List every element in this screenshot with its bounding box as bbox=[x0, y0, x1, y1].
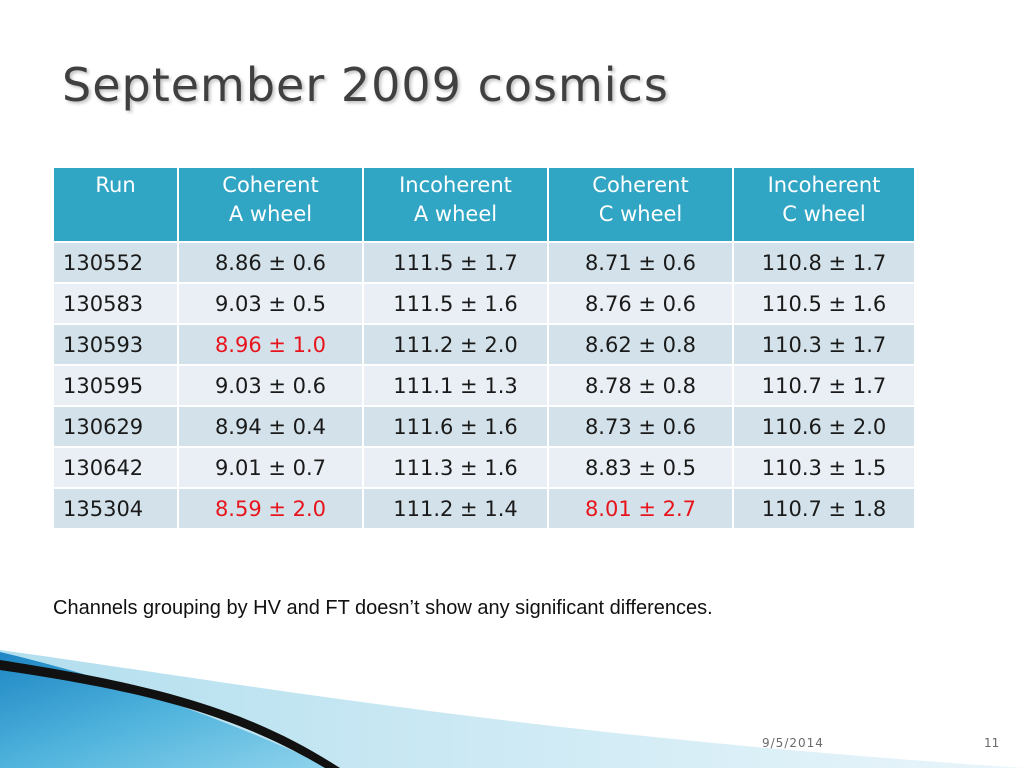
results-table: Run Coherent A wheel Incoherent A wheel … bbox=[52, 166, 916, 530]
header-line: Incoherent bbox=[767, 173, 881, 197]
header-line: Incoherent bbox=[399, 173, 512, 197]
incoherent-c-cell: 110.8 ± 1.7 bbox=[732, 241, 916, 284]
incoherent-c-cell: 110.6 ± 2.0 bbox=[732, 405, 916, 448]
coherent-a-cell-highlighted: 8.96 ± 1.0 bbox=[177, 323, 364, 366]
footer-date: 9/5/2014 bbox=[762, 736, 824, 750]
header-line: C wheel bbox=[782, 202, 866, 226]
coherent-a-cell: 9.03 ± 0.6 bbox=[177, 364, 364, 407]
header-line: A wheel bbox=[228, 202, 313, 226]
table-row: 130595 9.03 ± 0.6 111.1 ± 1.3 8.78 ± 0.8… bbox=[52, 364, 916, 407]
incoherent-c-cell: 110.3 ± 1.5 bbox=[732, 446, 916, 489]
table-row: 130552 8.86 ± 0.6 111.5 ± 1.7 8.71 ± 0.6… bbox=[52, 241, 916, 284]
incoherent-a-cell: 111.1 ± 1.3 bbox=[362, 364, 549, 407]
incoherent-c-cell: 110.7 ± 1.7 bbox=[732, 364, 916, 407]
coherent-c-cell: 8.78 ± 0.8 bbox=[547, 364, 734, 407]
incoherent-a-cell: 111.6 ± 1.6 bbox=[362, 405, 549, 448]
swoosh-dark-line bbox=[0, 660, 340, 768]
incoherent-a-cell: 111.5 ± 1.6 bbox=[362, 282, 549, 325]
header-coherent-a-wheel: Coherent A wheel bbox=[177, 166, 364, 243]
incoherent-a-cell: 111.3 ± 1.6 bbox=[362, 446, 549, 489]
incoherent-c-cell: 110.5 ± 1.6 bbox=[732, 282, 916, 325]
header-coherent-c-wheel: Coherent C wheel bbox=[547, 166, 734, 243]
table-row: 130593 8.96 ± 1.0 111.2 ± 2.0 8.62 ± 0.8… bbox=[52, 323, 916, 366]
coherent-a-cell: 9.03 ± 0.5 bbox=[177, 282, 364, 325]
header-run: Run bbox=[52, 166, 179, 243]
decorative-swoosh bbox=[0, 650, 1024, 768]
header-line: C wheel bbox=[598, 202, 683, 226]
slide-note: Channels grouping by HV and FT doesn’t s… bbox=[53, 597, 713, 619]
run-cell: 130552 bbox=[52, 241, 179, 284]
header-line: Coherent bbox=[592, 173, 689, 197]
header-incoherent-c-wheel: Incoherent C wheel bbox=[732, 166, 916, 243]
coherent-a-cell: 9.01 ± 0.7 bbox=[177, 446, 364, 489]
incoherent-a-cell: 111.5 ± 1.7 bbox=[362, 241, 549, 284]
coherent-a-cell-highlighted: 8.59 ± 2.0 bbox=[177, 487, 364, 530]
coherent-a-cell: 8.86 ± 0.6 bbox=[177, 241, 364, 284]
slide-title: September 2009 cosmics bbox=[62, 58, 669, 112]
header-incoherent-a-wheel: Incoherent A wheel bbox=[362, 166, 549, 243]
run-cell: 130593 bbox=[52, 323, 179, 366]
table-row: 130583 9.03 ± 0.5 111.5 ± 1.6 8.76 ± 0.6… bbox=[52, 282, 916, 325]
incoherent-a-cell: 111.2 ± 1.4 bbox=[362, 487, 549, 530]
header-line: Coherent bbox=[222, 173, 319, 197]
table-header-row: Run Coherent A wheel Incoherent A wheel … bbox=[52, 166, 916, 243]
coherent-c-cell-highlighted: 8.01 ± 2.7 bbox=[547, 487, 734, 530]
incoherent-a-cell: 111.2 ± 2.0 bbox=[362, 323, 549, 366]
incoherent-c-cell: 110.3 ± 1.7 bbox=[732, 323, 916, 366]
header-line: Run bbox=[95, 173, 136, 197]
coherent-c-cell: 8.76 ± 0.6 bbox=[547, 282, 734, 325]
run-cell: 130629 bbox=[52, 405, 179, 448]
coherent-c-cell: 8.83 ± 0.5 bbox=[547, 446, 734, 489]
table-row: 135304 8.59 ± 2.0 111.2 ± 1.4 8.01 ± 2.7… bbox=[52, 487, 916, 530]
table-row: 130629 8.94 ± 0.4 111.6 ± 1.6 8.73 ± 0.6… bbox=[52, 405, 916, 448]
coherent-c-cell: 8.71 ± 0.6 bbox=[547, 241, 734, 284]
run-cell: 135304 bbox=[52, 487, 179, 530]
run-cell: 130595 bbox=[52, 364, 179, 407]
page-number: 11 bbox=[984, 736, 1000, 750]
coherent-a-cell: 8.94 ± 0.4 bbox=[177, 405, 364, 448]
table-row: 130642 9.01 ± 0.7 111.3 ± 1.6 8.83 ± 0.5… bbox=[52, 446, 916, 489]
coherent-c-cell: 8.73 ± 0.6 bbox=[547, 405, 734, 448]
coherent-c-cell: 8.62 ± 0.8 bbox=[547, 323, 734, 366]
incoherent-c-cell: 110.7 ± 1.8 bbox=[732, 487, 916, 530]
run-cell: 130642 bbox=[52, 446, 179, 489]
header-line: A wheel bbox=[413, 202, 498, 226]
run-cell: 130583 bbox=[52, 282, 179, 325]
